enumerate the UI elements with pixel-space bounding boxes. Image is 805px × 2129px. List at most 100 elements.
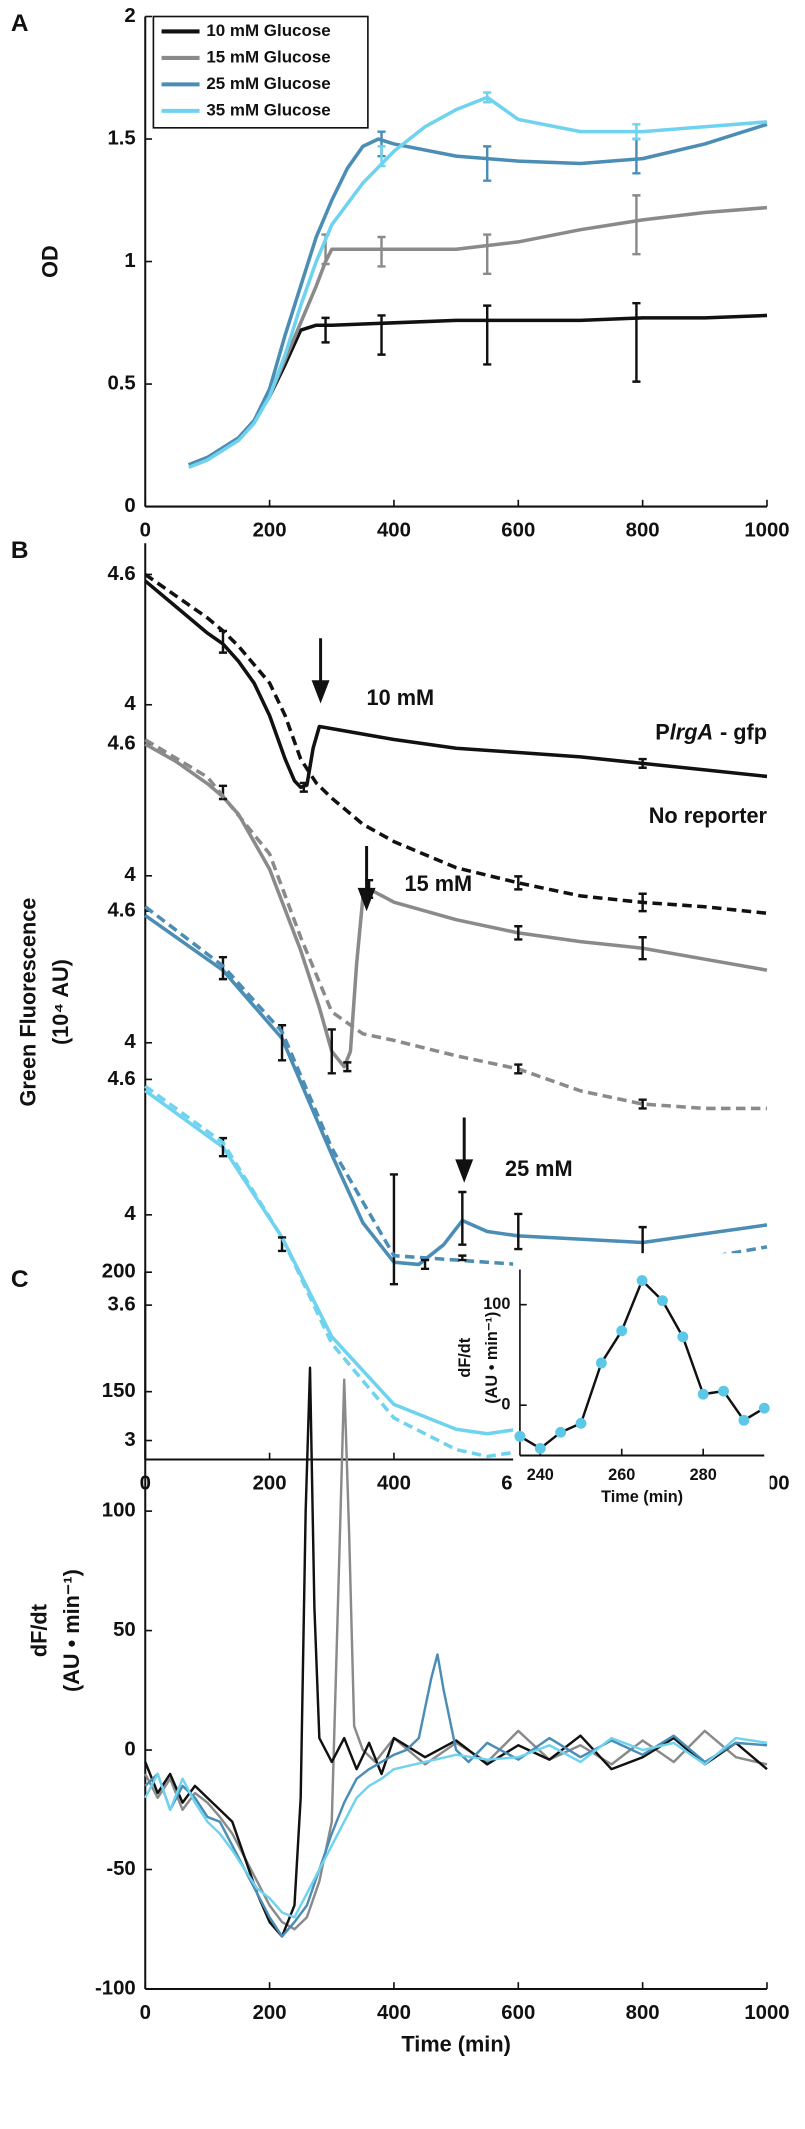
error-bar [343,1061,352,1073]
panel-label: C [11,1266,29,1293]
error-bar [377,314,386,356]
y-tick-label: 4.6 [107,563,135,585]
arrow [311,638,330,704]
y-tick-label: 0 [124,495,135,517]
reporter-label-part: - gfp [720,719,767,744]
x-tick-label: 200 [253,1472,287,1494]
legend-label: 10 mM Glucose [206,21,330,40]
y-tick-label: -50 [106,1858,135,1880]
y-tick-label: 4 [124,1031,136,1053]
legend-label: 35 mM Glucose [206,100,330,119]
error-bar [377,235,386,268]
y-tick-label: 1.5 [107,127,135,149]
x-tick-label: 600 [501,2002,535,2024]
error-bar [299,781,308,793]
marker [616,1325,628,1337]
x-tick-label: 280 [690,1466,717,1484]
y-tick-label: 100 [483,1295,510,1313]
x-tick-label: 800 [626,2002,660,2024]
arrow [357,845,376,912]
y-tick-label: 4 [124,864,136,886]
group-label: 10 mM [367,685,435,710]
y-tick-label: 100 [102,1499,136,1521]
group-label: 25 mM [505,1156,573,1181]
error-bar [638,1098,647,1110]
y-tick-label: 4.6 [107,1068,135,1090]
marker [514,1430,526,1442]
error-bar [377,145,386,168]
y-tick-label: 4.6 [107,899,135,921]
error-bar [483,233,492,276]
marker [657,1295,668,1307]
data-line [144,738,767,1111]
y-tick-label: 0 [124,1738,135,1760]
y-axis-label: OD [37,245,62,278]
y-tick-label: 2 [124,5,135,27]
data-line [144,572,768,916]
y-axis-label: (AU • min⁻¹) [59,1569,84,1692]
y-tick-label: 0 [501,1395,510,1413]
error-bar [458,1190,467,1246]
marker [758,1402,770,1414]
y-tick-label: 0.5 [107,372,135,394]
marker [718,1385,729,1397]
error-bar [483,145,492,182]
data-line [144,579,768,790]
marker [738,1414,750,1426]
error-bar [218,955,228,981]
y-tick-label: 200 [102,1261,136,1283]
x-tick-label: 200 [253,519,287,541]
marker [555,1426,567,1438]
y-tick-label: 4 [124,1203,136,1225]
marker [697,1388,709,1400]
error-bar [638,936,647,961]
error-bar [389,1173,399,1286]
y-tick-label: -100 [95,1977,136,1999]
y-axis-label: (10⁴ AU) [48,959,73,1045]
x-tick-label: 240 [527,1466,554,1484]
data-line [144,914,768,1267]
error-bar [638,892,647,913]
panel-label: A [11,10,29,37]
x-tick-label: 800 [626,519,660,541]
error-bar [632,194,641,256]
marker [575,1417,587,1429]
data-line [188,95,768,470]
y-tick-label: 50 [113,1619,136,1641]
panel-label: B [11,537,29,564]
error-bar [321,316,330,344]
data-line [144,905,768,1271]
error-bar [483,91,492,104]
x-axis-label: Time (min) [401,2032,510,2057]
x-tick-label: 1000 [744,2002,789,2024]
data-line [188,122,768,467]
data-line [144,1366,768,1938]
y-tick-label: 150 [102,1380,136,1402]
arrow [455,1117,474,1183]
data-line [144,1653,768,1938]
y-axis-label: Green Fluorescence [16,898,41,1107]
control-label: No reporter [649,803,768,828]
error-bar [514,1212,523,1251]
data-line [188,313,768,467]
x-axis-label: Time (min) [601,1488,683,1506]
error-bar [483,304,492,366]
x-tick-label: 0 [140,519,151,541]
error-bar [514,925,523,941]
group-label: 15 mM [405,871,473,896]
marker [677,1331,689,1343]
error-bar [632,123,641,141]
x-tick-label: 0 [140,2002,151,2024]
marker [595,1357,607,1369]
error-bar [632,137,641,175]
reporter-label-part: P [655,719,670,744]
y-axis-label: dF/dt [456,1337,474,1377]
data-line [144,1736,768,1919]
x-tick-label: 600 [501,519,535,541]
x-tick-label: 1000 [744,519,789,541]
x-tick-label: 400 [377,519,411,541]
legend-label: 25 mM Glucose [206,74,330,93]
y-tick-label: 3.6 [107,1293,135,1315]
error-bar [514,875,523,891]
